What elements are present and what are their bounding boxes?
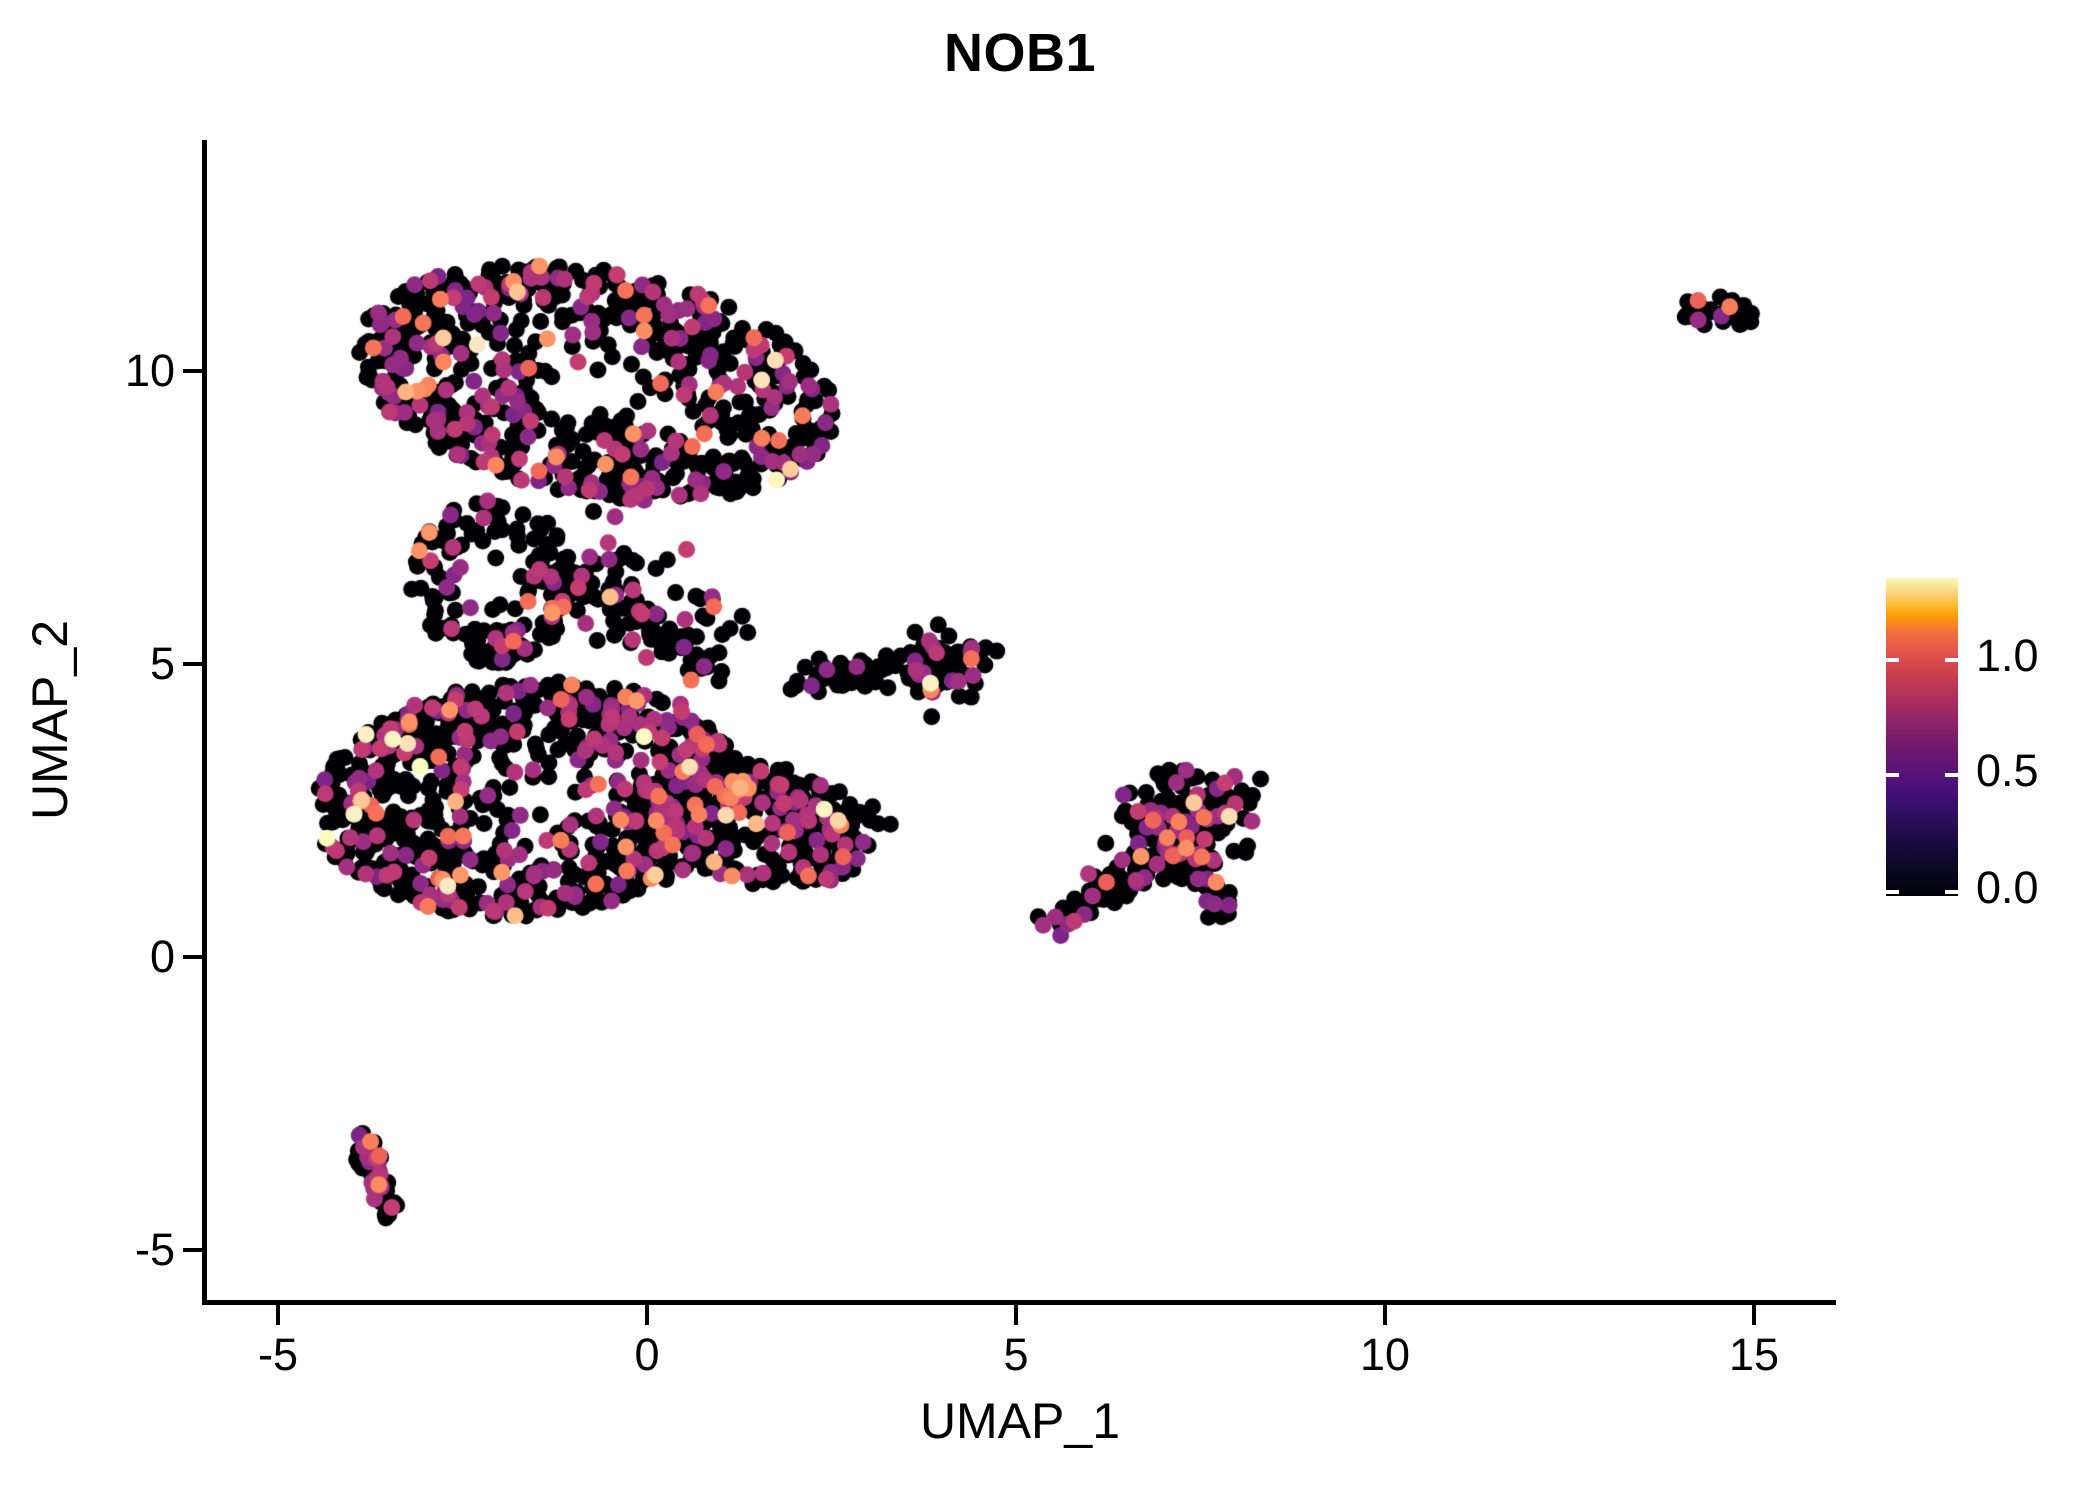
x-tick-10 <box>1383 1305 1387 1325</box>
y-tick-0 <box>183 955 203 959</box>
colorbar-tick-0.5-right <box>1945 773 1958 777</box>
colorbar-tick-0.5-left <box>1886 773 1899 777</box>
legend-label-mid: 0.5 <box>1976 745 2039 796</box>
colorbar <box>1886 578 1958 896</box>
x-axis-label: UMAP_1 <box>919 1393 1121 1449</box>
x-tick-label-15: 15 <box>1728 1329 1780 1380</box>
y-tick--5 <box>183 1248 203 1252</box>
scatter-points-layer <box>205 140 1835 1302</box>
legend-label-high: 1.0 <box>1976 630 2039 681</box>
x-tick-0 <box>645 1305 649 1325</box>
colorbar-tick-0.0-left <box>1886 890 1899 894</box>
x-axis-line <box>202 1300 1836 1305</box>
colorbar-tick-1.0-right <box>1945 658 1958 662</box>
y-tick-5 <box>183 662 203 666</box>
page-title: NOB1 <box>943 23 1097 83</box>
scatter-plot-panel <box>205 140 1835 1302</box>
y-tick-10 <box>183 369 203 373</box>
y-tick-label-0: 0 <box>149 931 175 982</box>
colorbar-tick-0.0-right <box>1945 890 1958 894</box>
y-axis-label: UMAP_2 <box>22 619 78 821</box>
x-tick-5 <box>1014 1305 1018 1325</box>
y-axis-line <box>202 140 207 1305</box>
colorbar-tick-1.0-left <box>1886 658 1899 662</box>
x-tick-label-10: 10 <box>1359 1329 1411 1380</box>
y-tick-label-10: 10 <box>124 345 175 396</box>
x-tick-label-0: 0 <box>634 1329 660 1380</box>
x-tick-label-5: 5 <box>1003 1329 1029 1380</box>
color-legend: 1.0 0.5 0.0 <box>1880 570 2090 910</box>
legend-label-low: 0.0 <box>1976 862 2039 913</box>
y-tick-label-5: 5 <box>149 638 175 689</box>
x-tick-label--5: -5 <box>257 1329 298 1380</box>
colorbar-gradient <box>1886 578 1958 896</box>
x-tick--5 <box>276 1305 280 1325</box>
y-tick-label--5: -5 <box>134 1224 175 1275</box>
x-tick-15 <box>1752 1305 1756 1325</box>
